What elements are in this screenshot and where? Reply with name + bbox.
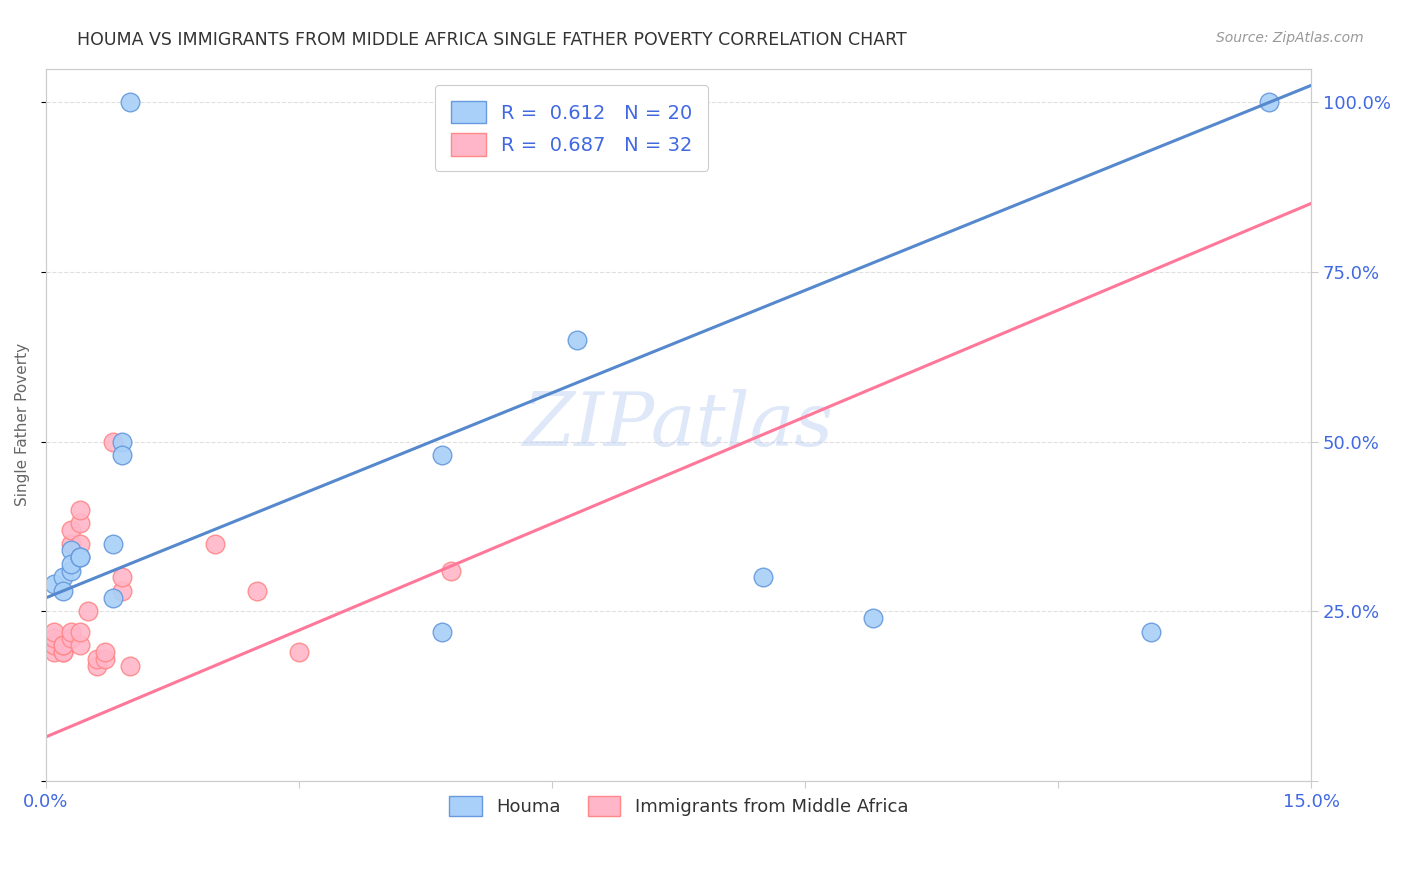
Point (60, 624, 83, 639)
Point (69, 550, 91, 565)
Point (103, 536, 125, 550)
Point (44, 638, 66, 652)
Point (52, 645, 75, 659)
Point (752, 570, 775, 584)
Point (60, 564, 83, 578)
Point (432, 448, 454, 462)
Point (69, 536, 91, 550)
Point (44, 624, 66, 639)
Point (567, 333, 589, 347)
Point (69, 550, 91, 565)
Point (120, 658, 142, 673)
Y-axis label: Single Father Poverty: Single Father Poverty (15, 343, 30, 507)
Point (60, 557, 83, 571)
Point (52, 638, 75, 652)
Point (1140, 624, 1163, 639)
Point (288, 645, 311, 659)
Point (44, 577, 66, 591)
Point (440, 564, 463, 578)
Point (94, 652, 117, 666)
Point (44, 638, 66, 652)
Point (44, 638, 66, 652)
Point (77, 604, 100, 618)
Text: ZIPatlas: ZIPatlas (523, 389, 834, 461)
Point (69, 502, 91, 516)
Point (60, 523, 83, 537)
Point (60, 543, 83, 558)
Point (111, 584, 134, 599)
Point (86, 652, 108, 666)
Point (111, 448, 134, 462)
Point (111, 434, 134, 449)
Point (86, 658, 108, 673)
Point (52, 570, 75, 584)
Legend: Houma, Immigrants from Middle Africa: Houma, Immigrants from Middle Africa (440, 787, 917, 825)
Point (204, 536, 226, 550)
Point (862, 611, 884, 625)
Text: Source: ZipAtlas.com: Source: ZipAtlas.com (1216, 31, 1364, 45)
Text: HOUMA VS IMMIGRANTS FROM MIDDLE AFRICA SINGLE FATHER POVERTY CORRELATION CHART: HOUMA VS IMMIGRANTS FROM MIDDLE AFRICA S… (77, 31, 907, 49)
Point (103, 434, 125, 449)
Point (69, 624, 91, 639)
Point (52, 584, 75, 599)
Point (52, 645, 75, 659)
Point (60, 536, 83, 550)
Point (432, 624, 454, 639)
Point (1258, 95, 1281, 110)
Point (111, 570, 134, 584)
Point (44, 632, 66, 646)
Point (44, 645, 66, 659)
Point (60, 632, 83, 646)
Point (246, 584, 269, 599)
Point (94, 645, 117, 659)
Point (69, 638, 91, 652)
Point (52, 638, 75, 652)
Point (120, 95, 142, 110)
Point (69, 516, 91, 530)
Point (103, 591, 125, 605)
